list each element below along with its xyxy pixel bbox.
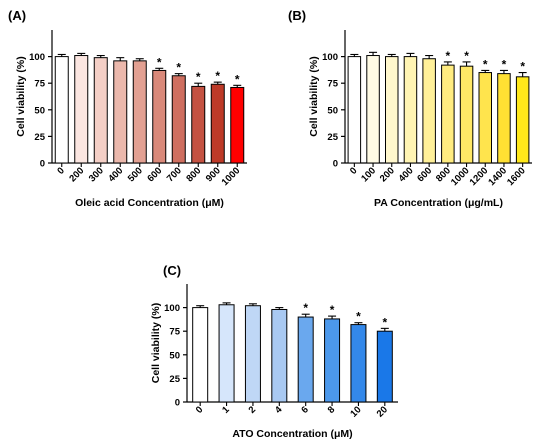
bar [297, 316, 314, 403]
bar [347, 56, 362, 164]
y-axis-label: Cell viability (%) [308, 56, 320, 137]
x-tick-label: 1600 [505, 165, 528, 188]
bar [515, 76, 530, 164]
bar [210, 83, 225, 164]
x-tick-label: 8 [326, 404, 338, 416]
bar [192, 307, 209, 403]
bar [152, 69, 167, 164]
x-tick-label: 700 [165, 165, 184, 184]
significance-marker: * [520, 60, 525, 74]
y-tick-label: 25 [169, 374, 180, 385]
y-axis-label: Cell viability (%) [15, 56, 27, 137]
significance-marker: * [303, 301, 308, 315]
x-tick-label: 0 [194, 404, 206, 416]
bar [93, 57, 108, 164]
y-tick-label: 100 [322, 52, 338, 63]
y-tick-label: 100 [164, 303, 180, 314]
bar [497, 73, 511, 164]
x-tick-label: 0 [55, 165, 67, 177]
significance-marker: * [215, 69, 220, 83]
bar [366, 55, 380, 164]
y-tick-label: 75 [34, 79, 45, 90]
x-axis-label: ATO Concentration (μM) [232, 428, 352, 440]
y-tick-label: 25 [34, 132, 45, 143]
x-tick-label: 100 [359, 165, 378, 184]
bar [441, 64, 455, 164]
significance-marker: * [330, 303, 335, 317]
y-axis-label: Cell viability (%) [150, 303, 162, 384]
x-tick-label: 300 [87, 165, 106, 184]
y-tick-label: 0 [333, 159, 338, 170]
bar [422, 58, 436, 164]
x-tick-label: 200 [67, 165, 86, 184]
bar [54, 56, 69, 164]
bar [376, 330, 393, 403]
x-tick-label: 200 [378, 165, 397, 184]
y-tick-label: 50 [327, 105, 338, 116]
x-tick-label: 600 [415, 165, 434, 184]
y-tick-label: 25 [327, 132, 338, 143]
x-tick-label: 1000 [220, 165, 243, 188]
bar [350, 324, 367, 403]
bar [171, 75, 186, 164]
x-tick-label: 2 [247, 404, 259, 416]
x-tick-label: 1200 [468, 165, 491, 188]
significance-marker: * [157, 55, 162, 69]
x-tick-label: 400 [106, 165, 125, 184]
significance-marker: * [196, 70, 201, 84]
x-tick-label: 20 [375, 404, 390, 419]
bar [271, 308, 288, 403]
bar [230, 86, 245, 164]
bar [191, 85, 206, 164]
bar [403, 56, 418, 164]
y-tick-label: 100 [29, 52, 45, 63]
y-tick-label: 50 [34, 105, 45, 116]
bar [459, 65, 474, 164]
x-tick-label: 0 [348, 165, 360, 177]
x-tick-label: 500 [126, 165, 145, 184]
bar [478, 72, 492, 164]
bar [74, 55, 89, 164]
bar [244, 305, 261, 403]
x-tick-label: 1000 [449, 165, 472, 188]
y-tick-label: 75 [327, 79, 338, 90]
bar [385, 56, 399, 164]
significance-marker: * [464, 49, 469, 63]
x-tick-label: 800 [184, 165, 203, 184]
y-tick-label: 50 [169, 350, 180, 361]
x-axis-label: PA Concentration (μg/mL) [374, 197, 503, 209]
significance-marker: * [176, 61, 181, 75]
panel-label: (A) [8, 8, 26, 23]
x-tick-label: 1400 [486, 165, 509, 188]
significance-marker: * [382, 315, 387, 329]
bar [324, 318, 341, 403]
y-tick-label: 0 [40, 159, 45, 170]
x-tick-label: 600 [145, 165, 164, 184]
bar [218, 304, 235, 403]
bar [113, 60, 128, 164]
bar [132, 60, 147, 164]
significance-marker: * [502, 57, 507, 71]
x-tick-label: 10 [348, 404, 363, 419]
panel-label: (C) [163, 263, 181, 278]
y-tick-label: 0 [175, 398, 180, 409]
y-tick-label: 75 [169, 327, 180, 338]
significance-marker: * [446, 49, 451, 63]
x-tick-label: 6 [299, 404, 311, 416]
x-tick-label: 400 [397, 165, 416, 184]
x-axis-label: Oleic acid Concentration (μM) [75, 197, 224, 209]
significance-marker: * [483, 57, 488, 71]
significance-marker: * [235, 72, 240, 86]
panel-label: (B) [288, 8, 306, 23]
significance-marker: * [356, 310, 361, 324]
